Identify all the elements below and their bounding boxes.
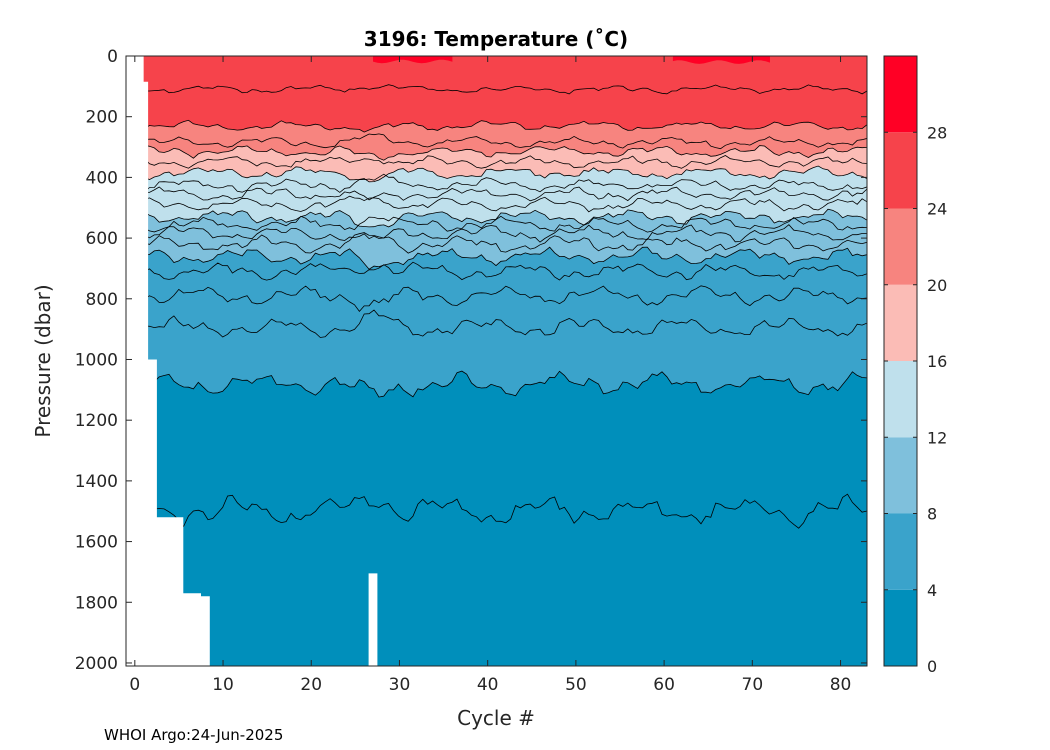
isotherm-26 <box>134 84 867 95</box>
y-tick-label: 1600 <box>75 533 118 553</box>
isotherm-22 <box>134 133 867 150</box>
plot-frame <box>125 55 868 667</box>
warm-patch-1 <box>672 56 770 64</box>
x-tick-label: 70 <box>742 675 764 695</box>
colorbar-label: 12 <box>927 428 947 447</box>
colorbar-segment <box>884 284 917 361</box>
chart-title: 3196: Temperature (˚C) <box>364 27 628 51</box>
y-tick-label: 0 <box>107 47 118 67</box>
isotherm-6 <box>134 285 867 313</box>
isotherm-13 <box>134 195 867 213</box>
isotherm-10 <box>134 224 867 243</box>
y-tick-label: 400 <box>86 168 118 188</box>
x-tick-label: 80 <box>830 675 852 695</box>
colorbar-label: 20 <box>927 276 947 295</box>
band-above-26 <box>126 56 867 94</box>
isotherm-12 <box>134 208 867 228</box>
y-tick-label: 1000 <box>75 350 118 370</box>
x-tick-label: 40 <box>477 675 499 695</box>
no-data-mask <box>126 56 867 666</box>
isotherm-8 <box>134 246 867 270</box>
isotherm-14 <box>134 186 867 202</box>
colorbar-segment <box>884 513 917 590</box>
y-tick-label: 1200 <box>75 411 118 431</box>
colorbar-segment <box>884 56 917 133</box>
x-tick-label: 30 <box>389 675 411 695</box>
isotherm-contours <box>134 84 867 529</box>
warm-patch-0 <box>373 56 453 64</box>
x-axis: 0 10 20 30 40 50 60 70 80 <box>129 56 851 695</box>
isotherm-5 <box>134 309 867 338</box>
colorbar-segment <box>884 132 917 209</box>
colorbar-segment <box>884 589 917 666</box>
x-tick-label: 10 <box>212 675 234 695</box>
y-tick-label: 600 <box>86 229 118 249</box>
x-axis-title: Cycle # <box>457 706 535 730</box>
colorbar-label: 4 <box>927 581 937 600</box>
x-tick-label: 50 <box>565 675 587 695</box>
colorbar-label: 16 <box>927 352 947 371</box>
isotherm-3 <box>134 493 867 529</box>
isotherm-15 <box>134 173 867 193</box>
y-axis: 0 200 400 600 800 1000 1200 1400 1600 1800 2000 <box>75 47 867 674</box>
isotherm-9 <box>134 232 867 254</box>
x-tick-label: 60 <box>653 675 675 695</box>
missing-data-area <box>126 81 867 666</box>
colorbar: 0 4 8 12 16 20 24 28 <box>883 55 947 676</box>
x-tick-label: 0 <box>129 675 140 695</box>
isotherm-7 <box>134 261 867 281</box>
colorbar-segment <box>884 361 917 438</box>
temperature-bands <box>126 56 867 666</box>
y-tick-label: 800 <box>86 290 118 310</box>
isotherm-20 <box>134 144 867 161</box>
colorbar-segment <box>884 437 917 514</box>
y-tick-label: 2000 <box>75 654 118 674</box>
isotherm-4 <box>134 370 867 398</box>
missing-data-left <box>126 56 144 666</box>
y-tick-label: 1400 <box>75 472 118 492</box>
colorbar-label: 8 <box>927 505 937 524</box>
isotherm-18 <box>134 155 867 169</box>
colorbar-segment <box>884 208 917 285</box>
y-tick-label: 200 <box>86 108 118 128</box>
isotherm-24 <box>134 119 867 133</box>
colorbar-label: 0 <box>927 657 937 676</box>
y-axis-title: Pressure (dbar) <box>31 284 55 437</box>
colorbar-label: 28 <box>927 123 947 142</box>
footer-credit: WHOI Argo:24-Jun-2025 <box>104 726 283 744</box>
plot-area <box>125 55 868 667</box>
colorbar-label: 24 <box>927 200 947 219</box>
x-tick-label: 20 <box>300 675 322 695</box>
isotherm-11 <box>134 215 867 233</box>
isotherm-16 <box>134 165 867 183</box>
y-tick-label: 1800 <box>75 593 118 613</box>
